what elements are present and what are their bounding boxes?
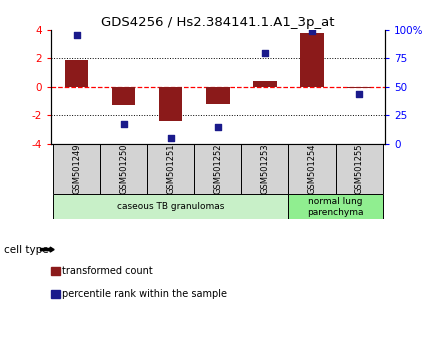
Bar	[206, 87, 230, 104]
Point	[73, 32, 80, 38]
Bar	[289, 194, 383, 219]
Bar	[53, 194, 289, 219]
Bar	[53, 144, 100, 194]
Text: GSM501254: GSM501254	[308, 144, 316, 194]
Point	[120, 121, 127, 127]
Bar	[159, 87, 183, 121]
Text: GSM501250: GSM501250	[119, 144, 128, 194]
Point	[356, 91, 363, 97]
Bar	[347, 87, 371, 88]
Text: GSM501252: GSM501252	[213, 144, 222, 194]
Text: transformed count: transformed count	[62, 266, 153, 276]
Title: GDS4256 / Hs2.384141.1.A1_3p_at: GDS4256 / Hs2.384141.1.A1_3p_at	[101, 16, 334, 29]
Text: GSM501255: GSM501255	[355, 144, 363, 194]
Point	[214, 124, 221, 130]
Text: GSM501249: GSM501249	[72, 144, 81, 194]
Bar	[194, 144, 242, 194]
Bar	[300, 33, 324, 87]
Bar	[112, 87, 136, 105]
Bar	[289, 144, 336, 194]
Text: cell type: cell type	[4, 245, 49, 255]
Point	[308, 28, 315, 34]
Text: percentile rank within the sample: percentile rank within the sample	[62, 289, 227, 299]
Bar	[242, 144, 289, 194]
Text: GSM501251: GSM501251	[166, 144, 175, 194]
Point	[261, 50, 268, 56]
Bar	[336, 144, 383, 194]
Bar	[65, 60, 88, 87]
Bar	[253, 81, 277, 87]
Point	[167, 135, 174, 141]
Bar	[100, 144, 147, 194]
Text: GSM501253: GSM501253	[260, 144, 269, 194]
Text: caseous TB granulomas: caseous TB granulomas	[117, 202, 224, 211]
Text: normal lung
parenchyma: normal lung parenchyma	[307, 197, 364, 217]
Bar	[147, 144, 194, 194]
